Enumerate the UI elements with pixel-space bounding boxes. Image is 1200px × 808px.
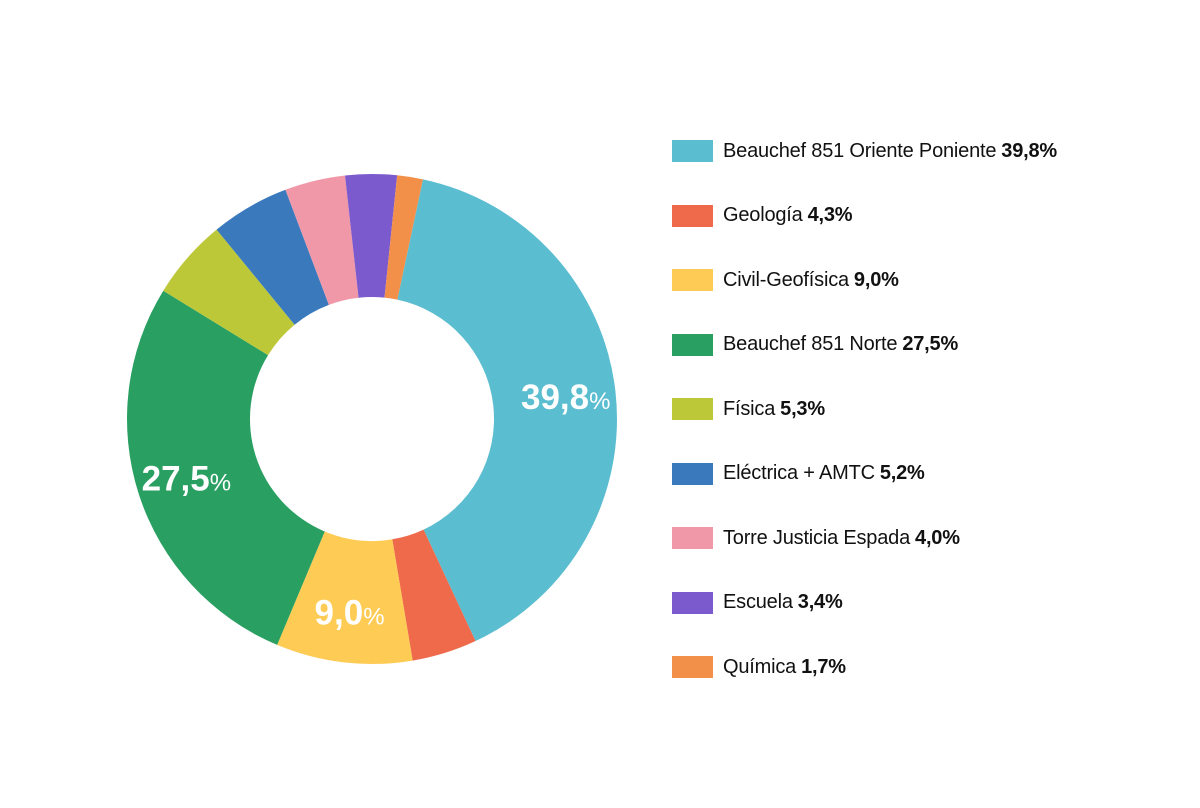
legend-item-civil-geofisica: Civil-Geofísica 9,0%: [672, 264, 1057, 296]
legend-label: Torre Justicia Espada: [723, 526, 911, 549]
legend-swatch: [672, 462, 713, 485]
donut-slice-quimica: [384, 175, 423, 300]
legend-item-geologia: Geología 4,3%: [672, 200, 1057, 232]
legend-item-escuela: Escuela 3,4%: [672, 587, 1057, 619]
donut-slice-fisica: [163, 229, 295, 356]
legend-value: 4,0%: [915, 526, 960, 549]
donut-slice-beauchef-851-norte: [127, 290, 325, 645]
legend-value: 9,0%: [853, 268, 899, 291]
legend-swatch: [672, 333, 713, 356]
legend-item-beauchef-851-oriente-poniente: Beauchef 851 Oriente Poniente 39,8%: [672, 135, 1057, 167]
legend-item-electrica-amtc: Eléctrica + AMTC 5,2%: [672, 458, 1057, 490]
legend-label: Civil-Geofísica: [723, 268, 849, 291]
legend-swatch: [672, 204, 713, 227]
legend-label: Geología: [723, 204, 803, 226]
legend-label: Química: [723, 655, 797, 678]
legend-value: 3,4%: [797, 591, 843, 613]
donut-slice-civil-geofisica: [277, 531, 413, 664]
legend-swatch: [672, 269, 713, 291]
slice-value-label: 39,8%: [521, 378, 610, 417]
legend-item-quimica: Química 1,7%: [672, 651, 1057, 683]
donut-slices: [127, 173, 617, 664]
legend-swatch: [672, 140, 713, 162]
legend-label: Escuela: [723, 591, 793, 613]
donut-slice-torre-justicia-espada: [285, 175, 359, 305]
legend-swatch: [672, 591, 713, 614]
legend-item-beauchef-851-norte: Beauchef 851 Norte 27,5%: [672, 329, 1057, 361]
legend-item-fisica: Física 5,3%: [672, 393, 1057, 425]
legend-value: 5,2%: [879, 462, 925, 484]
legend-label: Beauchef 851 Norte: [723, 333, 898, 355]
donut-labels: 39,8% 9,0% 27,5%: [142, 378, 611, 633]
legend-value: 1,7%: [801, 655, 846, 678]
donut-slice-electrica-amtc: [216, 189, 329, 325]
legend-value: 39,8%: [1001, 139, 1058, 162]
legend-value: 5,3%: [780, 397, 825, 420]
legend-swatch: [672, 527, 713, 549]
legend-swatch: [672, 656, 713, 678]
legend-value: 4,3%: [807, 204, 853, 226]
donut-slice-escuela: [345, 173, 398, 298]
chart-legend: Beauchef 851 Oriente Poniente 39,8% Geolog…: [672, 135, 1057, 716]
donut-slice-beauchef-851-oriente-poniente: [397, 179, 617, 642]
slice-value-label: 9,0%: [315, 594, 385, 633]
legend-swatch: [672, 398, 713, 420]
legend-label: Física: [723, 397, 776, 420]
legend-value: 27,5%: [902, 333, 959, 355]
legend-item-torre-justicia-espada: Torre Justicia Espada 4,0%: [672, 522, 1057, 554]
legend-label: Eléctrica + AMTC: [723, 462, 875, 484]
donut-slice-geologia: [392, 529, 476, 661]
slice-value-label: 27,5%: [142, 460, 231, 499]
legend-label: Beauchef 851 Oriente Poniente: [723, 139, 997, 162]
